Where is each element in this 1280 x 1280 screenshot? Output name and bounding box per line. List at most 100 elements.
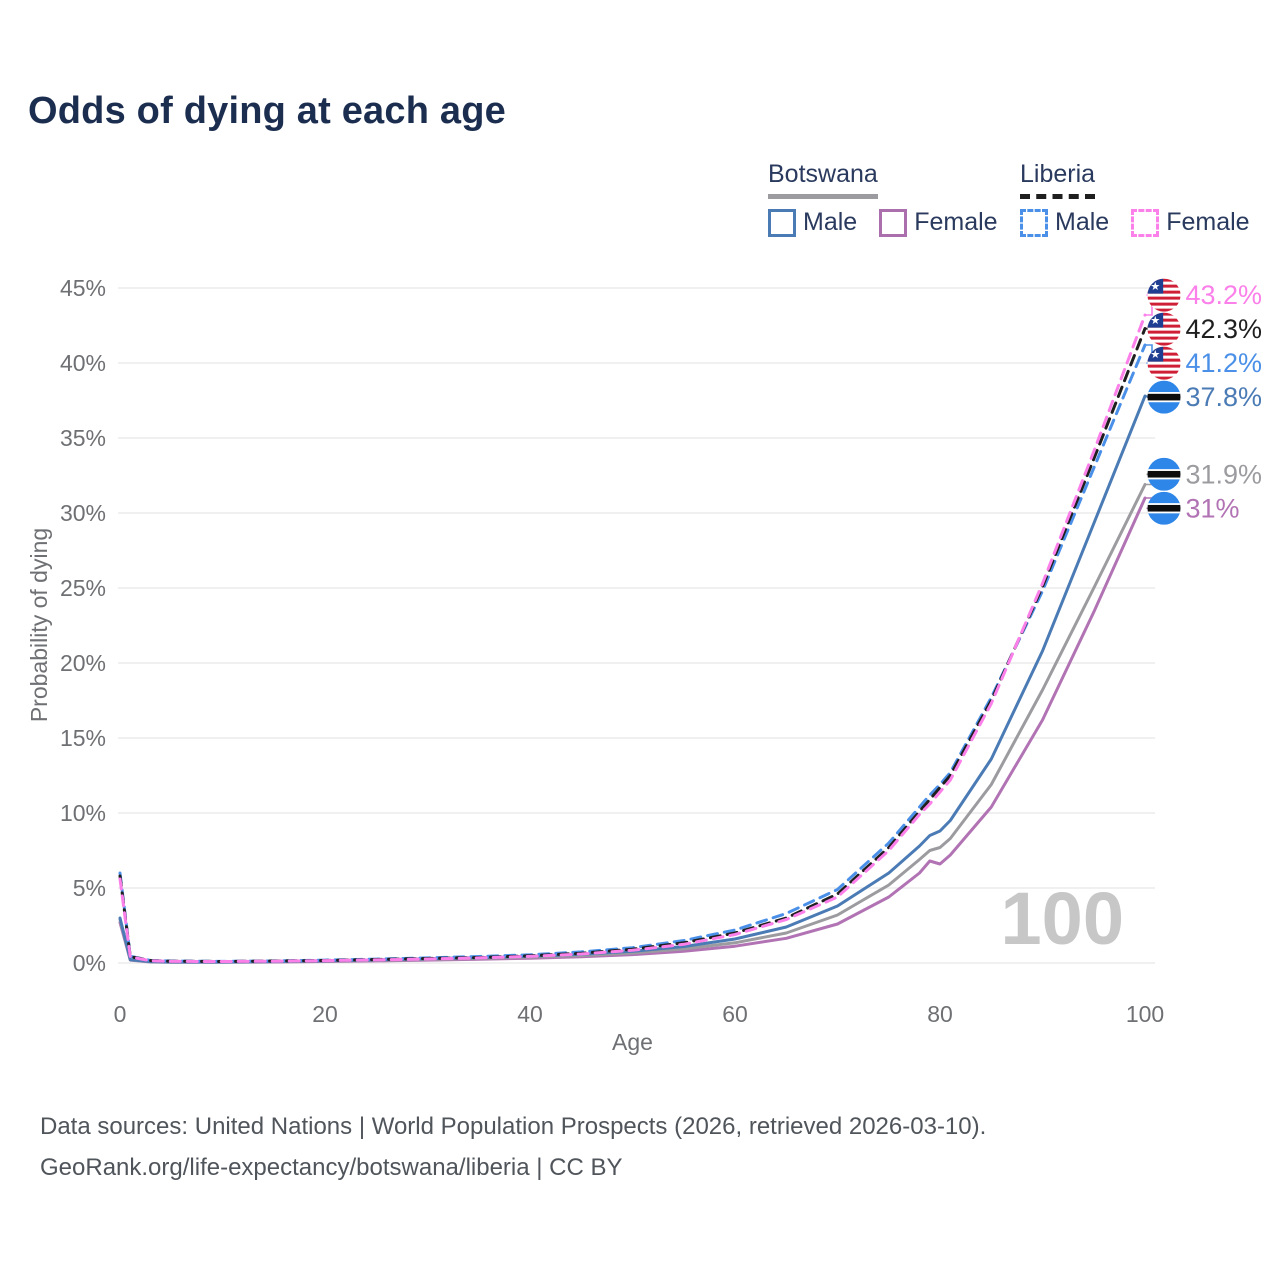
legend-country-botswana[interactable]: Botswana xyxy=(768,160,878,199)
flag-stripe xyxy=(1147,287,1181,292)
x-axis-title: Age xyxy=(612,1029,653,1055)
flag-black-band xyxy=(1147,470,1181,478)
legend-item-liberia-male[interactable]: Male xyxy=(1020,208,1109,237)
liberia-male-swatch xyxy=(1020,208,1048,237)
flag-stripe xyxy=(1147,318,1181,323)
y-tick-label: 0% xyxy=(73,950,106,976)
legend-group-liberia: Liberia Male Female xyxy=(1020,160,1272,237)
y-tick-label: 10% xyxy=(60,800,106,826)
x-tick-label: 60 xyxy=(722,1001,748,1027)
flag-stripe xyxy=(1147,342,1181,346)
flag-icon-liberia: ★ xyxy=(1147,312,1181,346)
x-tick-label: 100 xyxy=(1126,1001,1164,1027)
flag-stripe xyxy=(1147,312,1181,317)
y-tick-label: 5% xyxy=(73,875,106,901)
x-tick-label: 20 xyxy=(312,1001,338,1027)
legend-item-label: Female xyxy=(914,208,998,236)
legend-country-label: Liberia xyxy=(1020,160,1096,188)
flag-stripe xyxy=(1147,370,1181,375)
flag-stripe xyxy=(1147,367,1181,372)
flag-icon-botswana xyxy=(1147,457,1181,491)
flag-stripe xyxy=(1147,358,1181,363)
flag-stripe xyxy=(1147,284,1181,289)
flag-stripe xyxy=(1147,308,1181,312)
flag-stripe xyxy=(1147,327,1181,332)
legend-item-botswana-female[interactable]: Female xyxy=(879,208,998,237)
flag-black-band xyxy=(1147,504,1181,512)
footer-attribution: GeoRank.org/life-expectancy/botswana/lib… xyxy=(40,1154,623,1181)
legend-country-label: Botswana xyxy=(768,160,878,188)
series-line-liberia-male xyxy=(118,343,1147,963)
flag-stripe xyxy=(1147,330,1181,335)
series-line-botswana-female xyxy=(118,496,1147,964)
y-tick-label: 30% xyxy=(60,500,106,526)
series-line-botswana-male xyxy=(118,394,1147,964)
flag-icon-botswana xyxy=(1147,380,1181,414)
page-title: Odds of dying at each age xyxy=(28,90,506,132)
flag-body xyxy=(1147,380,1181,414)
flag-stripe xyxy=(1147,373,1181,378)
flag-stripe xyxy=(1147,339,1181,344)
flag-stripe xyxy=(1147,355,1181,360)
flag-body: ★ xyxy=(1147,312,1181,346)
flag-stripe xyxy=(1147,290,1181,295)
end-label-liberia-both-sexes: 42.3% xyxy=(1186,314,1263,344)
flag-stripe xyxy=(1147,299,1181,304)
legend-item-label: Male xyxy=(803,208,858,236)
end-label-botswana-male: 37.8% xyxy=(1186,382,1263,412)
botswana-male-swatch xyxy=(768,208,796,237)
flag-stripe xyxy=(1147,376,1181,380)
flag-stripe xyxy=(1147,346,1181,351)
flag-stripe xyxy=(1147,333,1181,338)
y-tick-label: 25% xyxy=(60,575,106,601)
flag-stripe xyxy=(1147,336,1181,341)
y-tick-label: 15% xyxy=(60,725,106,751)
legend-item-botswana-male[interactable]: Male xyxy=(768,208,857,237)
flag-icon-liberia: ★ xyxy=(1147,278,1181,312)
legend-item-label: Female xyxy=(1166,208,1250,236)
flag-black-band xyxy=(1147,393,1181,401)
end-label-liberia-female: 43.2% xyxy=(1186,280,1263,310)
y-tick-label: 35% xyxy=(60,425,106,451)
series-line-botswana-both-sexes xyxy=(118,483,1147,964)
flag-stripe xyxy=(1147,305,1181,310)
botswana-female-swatch xyxy=(879,208,908,237)
flag-stripe xyxy=(1147,352,1181,357)
flag-stripe xyxy=(1147,315,1181,320)
flag-star: ★ xyxy=(1150,281,1160,293)
y-tick-label: 20% xyxy=(60,650,106,676)
flag-body: ★ xyxy=(1147,346,1181,380)
legend-item-liberia-female[interactable]: Female xyxy=(1131,208,1250,237)
flag-icon-liberia: ★ xyxy=(1147,346,1181,380)
x-tick-label: 40 xyxy=(517,1001,543,1027)
flag-stripe xyxy=(1147,302,1181,307)
flag-stripe xyxy=(1147,293,1181,298)
y-axis-title: Probability of dying xyxy=(26,528,52,722)
legend-country-liberia[interactable]: Liberia xyxy=(1020,160,1096,199)
y-tick-label: 45% xyxy=(60,275,106,301)
flag-stripe xyxy=(1147,349,1181,354)
legend-items-botswana: Male Female xyxy=(768,208,1020,237)
legend: Botswana Male Female Liberia Mal xyxy=(0,160,1280,250)
x-tick-label: 80 xyxy=(927,1001,953,1027)
flag-star: ★ xyxy=(1150,349,1160,361)
end-label-botswana-female: 31% xyxy=(1186,493,1240,523)
flag-stripe xyxy=(1147,281,1181,286)
end-label-botswana-both-sexes: 31.9% xyxy=(1186,459,1263,489)
flag-stripe xyxy=(1147,324,1181,329)
flag-icon-botswana xyxy=(1147,491,1181,525)
footer-data-sources: Data sources: United Nations | World Pop… xyxy=(40,1113,987,1140)
liberia-female-swatch xyxy=(1131,208,1160,237)
legend-items-liberia: Male Female xyxy=(1020,208,1272,237)
flag-body: ★ xyxy=(1147,278,1181,312)
flag-stripe xyxy=(1147,296,1181,301)
footer: Data sources: United Nations | World Pop… xyxy=(40,1106,986,1188)
flag-star: ★ xyxy=(1150,315,1160,327)
legend-group-botswana: Botswana Male Female xyxy=(768,160,1020,237)
flag-stripe xyxy=(1147,364,1181,369)
y-tick-label: 40% xyxy=(60,350,106,376)
flag-stripe xyxy=(1147,321,1181,326)
end-label-liberia-male: 41.2% xyxy=(1186,348,1263,378)
